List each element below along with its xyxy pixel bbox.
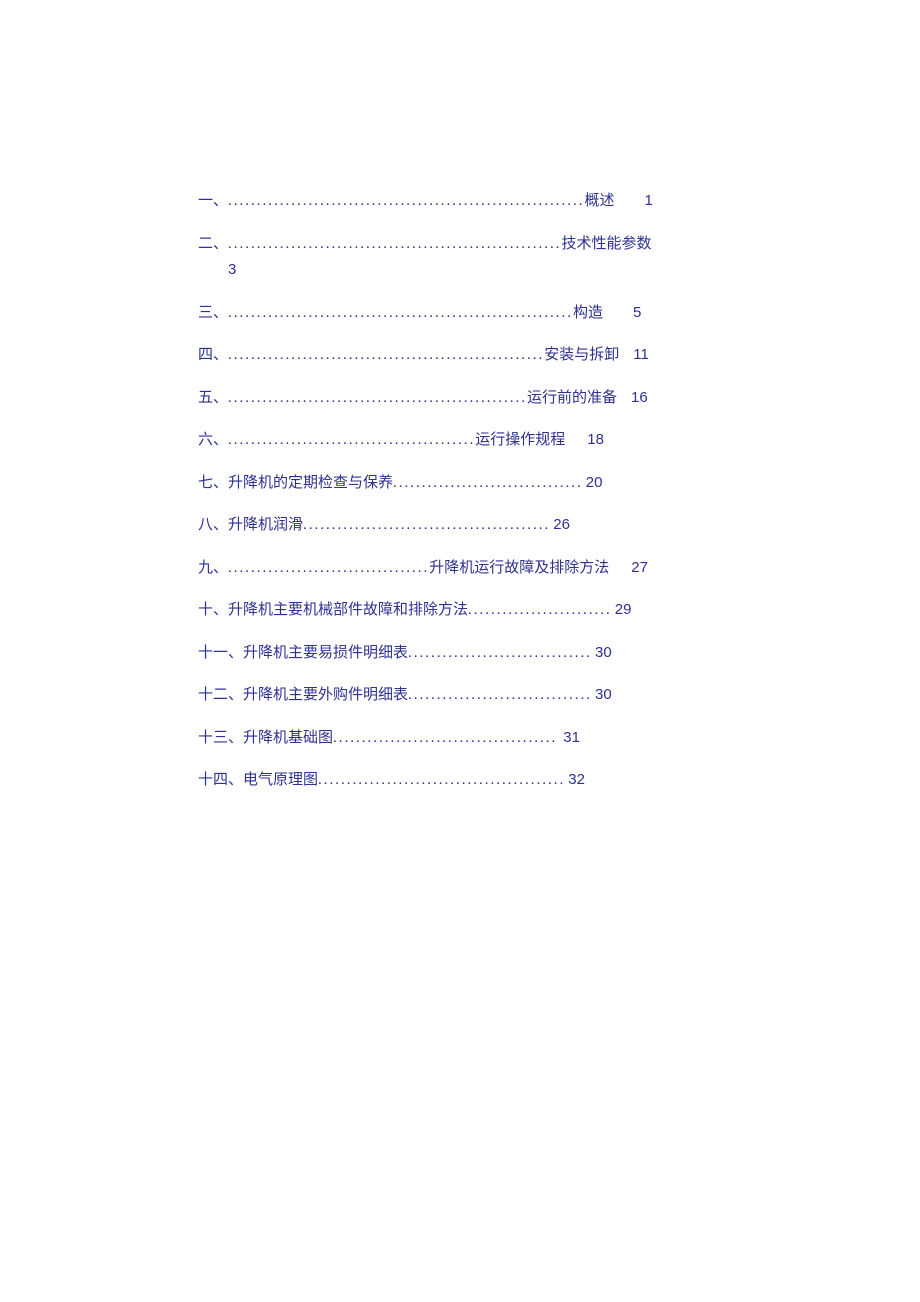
toc-entry: 六、 .....................................… <box>198 429 835 452</box>
toc-entry: 十四、电气原理图 ...............................… <box>198 769 835 792</box>
toc-title: 电气原理图 <box>243 769 318 792</box>
toc-page-number: 31 <box>563 727 580 750</box>
toc-entry: 四、 .....................................… <box>198 344 835 367</box>
toc-page-number: 1 <box>645 190 653 213</box>
toc-entry: 十三、升降机基础图 ..............................… <box>198 727 835 750</box>
toc-title: 升降机主要易损件明细表 <box>243 642 408 665</box>
toc-numeral: 七、 <box>198 472 228 495</box>
toc-page-number: 32 <box>568 769 585 792</box>
toc-entry: 五、 .....................................… <box>198 387 835 410</box>
toc-entry: 十、升降机主要机械部件故障和排除方法 .....................… <box>198 599 835 622</box>
toc-page-number: 27 <box>631 557 648 580</box>
toc-numeral: 十二、 <box>198 684 243 707</box>
toc-numeral: 五、 <box>198 387 228 410</box>
toc-leader-dots: ........................................… <box>228 429 475 452</box>
toc-title: 升降机的定期检查与保养 <box>228 472 393 495</box>
toc-leader-dots: ........................................… <box>228 190 585 213</box>
toc-title: 升降机润滑 <box>228 514 303 537</box>
toc-leader-dots: ........................................… <box>228 344 544 367</box>
toc-page-wrap: 3 <box>198 259 835 282</box>
toc-numeral: 六、 <box>198 429 228 452</box>
toc-numeral: 十、 <box>198 599 228 622</box>
toc-page-number: 18 <box>587 429 604 452</box>
toc-leader-dots: ....................................... <box>333 727 557 750</box>
toc-title: 安装与拆卸 <box>544 344 619 367</box>
toc-entry: 十二、升降机主要外购件明细表 .........................… <box>198 684 835 707</box>
toc-page-number: 16 <box>631 387 648 410</box>
toc-numeral: 三、 <box>198 302 228 325</box>
toc-entry: 三、 .....................................… <box>198 302 835 325</box>
toc-page-number: 5 <box>633 302 641 325</box>
toc-title: 运行前的准备 <box>527 387 617 410</box>
toc-page-number: 11 <box>633 344 649 367</box>
toc-title: 技术性能参数 <box>562 233 652 256</box>
toc-entry: 七、 升降机的定期检查与保养 .........................… <box>198 472 835 495</box>
toc-numeral: 十一、 <box>198 642 243 665</box>
toc-leader-dots: ................................ <box>408 642 592 665</box>
table-of-contents: 一、 .....................................… <box>198 190 835 792</box>
toc-entry: 一、 .....................................… <box>198 190 835 213</box>
toc-numeral: 十三、 <box>198 727 243 750</box>
toc-numeral: 八、 <box>198 514 228 537</box>
toc-numeral: 四、 <box>198 344 228 367</box>
toc-page-number: 3 <box>228 261 236 278</box>
toc-page-number: 20 <box>586 472 603 495</box>
toc-leader-dots: ................................ <box>408 684 592 707</box>
toc-leader-dots: ........................................… <box>228 233 562 256</box>
toc-title: 概述 <box>585 190 615 213</box>
toc-page-number: 29 <box>615 599 632 622</box>
toc-leader-dots: ........................................… <box>228 387 527 410</box>
toc-entry: 八、 升降机润滑 ...............................… <box>198 514 835 537</box>
toc-page-number: 30 <box>595 684 612 707</box>
toc-title: 升降机基础图 <box>243 727 333 750</box>
toc-leader-dots: ................................... <box>228 557 429 580</box>
toc-leader-dots: ......................... <box>468 599 612 622</box>
toc-title: 构造 <box>573 302 603 325</box>
toc-title: 升降机运行故障及排除方法 <box>429 557 609 580</box>
toc-title: 运行操作规程 <box>475 429 565 452</box>
toc-numeral: 十四、 <box>198 769 243 792</box>
toc-leader-dots: ........................................… <box>303 514 550 537</box>
toc-entry: 九、 ................................... 升… <box>198 557 835 580</box>
toc-title: 升降机主要机械部件故障和排除方法 <box>228 599 468 622</box>
toc-numeral: 二、 <box>198 233 228 256</box>
toc-leader-dots: ........................................… <box>228 302 573 325</box>
toc-leader-dots: ................................. <box>393 472 583 495</box>
toc-page-number: 26 <box>553 514 570 537</box>
toc-leader-dots: ........................................… <box>318 769 565 792</box>
toc-entry: 十一、升降机主要易损件明细表 .........................… <box>198 642 835 665</box>
toc-numeral: 九、 <box>198 557 228 580</box>
toc-numeral: 一、 <box>198 190 228 213</box>
toc-title: 升降机主要外购件明细表 <box>243 684 408 707</box>
toc-entry: 二、 .....................................… <box>198 233 835 282</box>
toc-page-number: 30 <box>595 642 612 665</box>
